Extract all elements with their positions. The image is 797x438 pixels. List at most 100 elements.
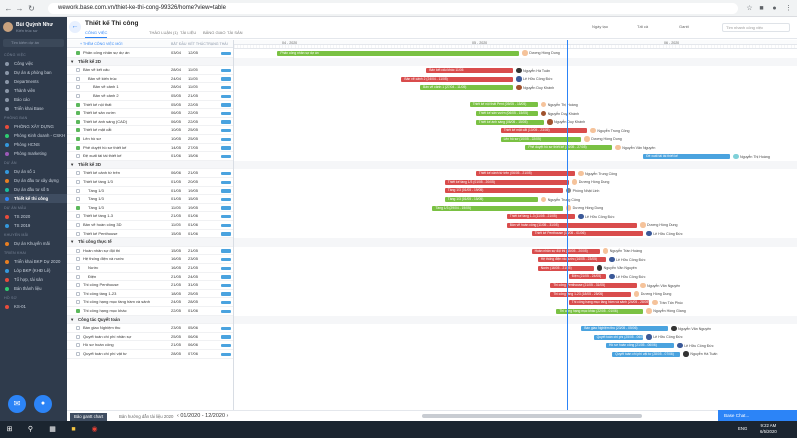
group-row[interactable]: ▾ Thi công thực tế: [67, 238, 233, 247]
assignee-label[interactable]: Dương Hồng Dung: [584, 136, 622, 142]
status-badge[interactable]: [221, 300, 231, 305]
task-checkbox[interactable]: [76, 309, 80, 313]
task-name[interactable]: Lên hồ sơ: [83, 136, 101, 141]
task-checkbox[interactable]: [76, 300, 80, 305]
gantt-bar[interactable]: Nước (16/05 - 21/05): [537, 265, 594, 271]
status-badge[interactable]: [221, 197, 231, 202]
status-badge[interactable]: [221, 223, 231, 227]
task-checkbox[interactable]: [76, 180, 80, 184]
task-name[interactable]: Thiết kế tầng 1/3: [83, 179, 113, 184]
gantt-bar[interactable]: Bản vẽ hoàn công (11/05 - 31/05): [506, 222, 637, 228]
status-badge[interactable]: [221, 137, 231, 141]
status-badge[interactable]: [221, 214, 231, 219]
task-name[interactable]: Thi công hạng mục tầng hầm và sảnh: [83, 299, 150, 305]
sidebar-item[interactable]: Công việc: [0, 59, 67, 68]
sidebar-item[interactable]: Phòng marketing: [0, 149, 67, 158]
task-name[interactable]: Thiết kế mặt cắt: [83, 127, 112, 133]
gantt-bar[interactable]: Quyết toán chi phí (25/05 - 06/06): [593, 334, 644, 340]
sidebar-item[interactable]: TS 2019: [0, 221, 67, 230]
language-indicator[interactable]: ENG: [738, 426, 748, 431]
assignee-label[interactable]: Nguyễn Trần Hoàng: [602, 248, 642, 254]
assignee-label[interactable]: Dương Hồng Dung: [640, 222, 678, 228]
assignee-label[interactable]: Nguyễn Trung Công: [540, 196, 580, 203]
assignee-label[interactable]: Dương Hồng Dung: [522, 50, 560, 56]
task-row[interactable]: Lên hồ sơ 10/05 25/05: [67, 135, 233, 144]
view-dropdown[interactable]: Gantt: [679, 24, 689, 29]
gantt-bar[interactable]: Thiết kế tầng 1-3 (11/05 - 21/05): [506, 214, 575, 220]
assignee-label[interactable]: Nguyễn Trung Công: [590, 127, 630, 134]
tab-thao-luan[interactable]: Thảo luận (1): [149, 30, 178, 35]
status-badge[interactable]: [221, 283, 231, 288]
status-badge[interactable]: [221, 326, 231, 331]
assignee-label[interactable]: Nguyễn Văn Nguyên: [596, 265, 637, 271]
assignee-label[interactable]: Nguyễn Văn Nguyên: [671, 325, 711, 332]
task-row[interactable]: Tầng 1/3 11/05 19/05: [67, 204, 233, 213]
gantt-bar[interactable]: Hoàn nhân sự đội thi (15/05 - 20/05): [531, 248, 600, 254]
assignee-label[interactable]: Phòng Nhật Linh: [565, 187, 599, 194]
task-name[interactable]: Hồ sơ hoàn công: [83, 342, 114, 348]
task-name[interactable]: Bản vẽ hoàn công 3D: [83, 222, 122, 227]
task-row[interactable]: Thiết kế tầng 1-3 21/05 01/06: [67, 212, 233, 221]
task-name[interactable]: Tầng 1/3: [88, 204, 104, 210]
assignee-label[interactable]: Nguyễn Duy Khánh: [547, 119, 585, 125]
sidebar-item[interactable]: Dự án Khuyến mãi: [0, 239, 67, 248]
task-checkbox[interactable]: [76, 231, 80, 236]
task-checkbox[interactable]: [76, 111, 80, 116]
task-search-input[interactable]: Tìm nhanh công việc: [722, 23, 790, 32]
task-name[interactable]: Nước: [88, 265, 99, 270]
task-checkbox[interactable]: [76, 76, 80, 81]
task-checkbox[interactable]: [76, 128, 80, 133]
task-name[interactable]: Đệ xuất tài tài thiết kế: [83, 153, 122, 159]
gantt-bar[interactable]: Tầng 1/3 (01/05 - 19/05): [444, 188, 563, 194]
task-row[interactable]: Hồ sơ hoàn công 21/05 06/06: [67, 341, 233, 350]
extension-icon[interactable]: ■: [759, 5, 764, 12]
task-name[interactable]: Quyết toán chi phí vật tư: [83, 351, 127, 356]
task-checkbox[interactable]: [76, 291, 80, 296]
gantt-bar[interactable]: Đề xuất tài tài thiết kế: [643, 154, 730, 159]
group-row[interactable]: ▾ Thiết kế 2D: [67, 57, 233, 67]
assignee-label[interactable]: Nguyễn Duy Khánh: [540, 110, 579, 117]
task-checkbox[interactable]: [76, 51, 80, 55]
status-badge[interactable]: [221, 103, 231, 107]
back-icon[interactable]: ←: [4, 4, 13, 13]
status-badge[interactable]: [221, 94, 231, 98]
menu-icon[interactable]: ⋮: [785, 5, 792, 12]
status-badge[interactable]: [221, 120, 231, 124]
windows-icon[interactable]: ⊞: [6, 426, 13, 433]
status-badge[interactable]: [221, 275, 231, 279]
task-checkbox[interactable]: [76, 137, 80, 141]
search-icon[interactable]: ⚲: [27, 426, 34, 433]
tab-cong-viec[interactable]: Công việc: [85, 30, 108, 38]
gantt-bar[interactable]: Bàn giao Nghiệm thu (23/05 - 05/06): [581, 326, 668, 331]
status-badge[interactable]: [221, 352, 231, 356]
tab-tai-san[interactable]: Tài sản: [227, 30, 243, 35]
task-row[interactable]: Phân công nhân sự dự án 03/04 12/05: [67, 49, 233, 58]
group-row[interactable]: ▾ Công tác Quyết toán: [67, 315, 233, 325]
status-badge[interactable]: [221, 111, 231, 116]
task-row[interactable]: Thiết kế Penthouse 15/05 01/06: [67, 230, 233, 239]
task-checkbox[interactable]: [76, 119, 80, 124]
status-badge[interactable]: [221, 51, 231, 55]
task-row[interactable]: Phê duyệt hồ sơ thiết kế 14/05 27/05: [67, 144, 233, 153]
task-row[interactable]: Đệ xuất tài tài thiết kế 01/06 15/06: [67, 152, 233, 161]
task-name[interactable]: Phân công nhân sự dự án: [83, 50, 130, 55]
task-row[interactable]: Hoàn nhân sự đội thi 15/05 21/05: [67, 247, 233, 256]
task-checkbox[interactable]: [76, 274, 80, 279]
task-checkbox[interactable]: [76, 154, 80, 159]
status-badge[interactable]: [221, 335, 231, 339]
gantt-bar[interactable]: Thi công hạng mục khác (22/05 - 01/06): [556, 308, 644, 314]
task-checkbox[interactable]: [76, 266, 80, 270]
assignee-label[interactable]: Nguyễn Hà Tuấn: [683, 351, 717, 357]
task-row[interactable]: Bàn giao Nghiệm thu 23/05 05/06: [67, 324, 233, 333]
assignee-label[interactable]: Dương Hồng Dung: [633, 291, 671, 297]
task-checkbox[interactable]: [76, 145, 80, 150]
task-row[interactable]: Thiết kế mặt cắt 10/05 25/05: [67, 126, 233, 135]
status-badge[interactable]: [221, 171, 231, 176]
prev-icon[interactable]: ‹: [177, 413, 181, 419]
task-row[interactable]: Bản vẽ cảnh 1 28/04 11/05: [67, 83, 233, 92]
gantt-bar[interactable]: Thiết kế sân vườn (06/05 - 15/05): [475, 111, 538, 116]
gantt-bar[interactable]: Hệ thống điện và nước (16/05 - 23/05): [537, 257, 606, 263]
gantt-bar[interactable]: Thiết kế mặt cắt (10/05 - 23/05): [500, 128, 588, 134]
task-name[interactable]: Thiết kế sân vườn: [83, 110, 116, 116]
assignee-label[interactable]: Trần Tấn Phúc: [652, 299, 683, 306]
